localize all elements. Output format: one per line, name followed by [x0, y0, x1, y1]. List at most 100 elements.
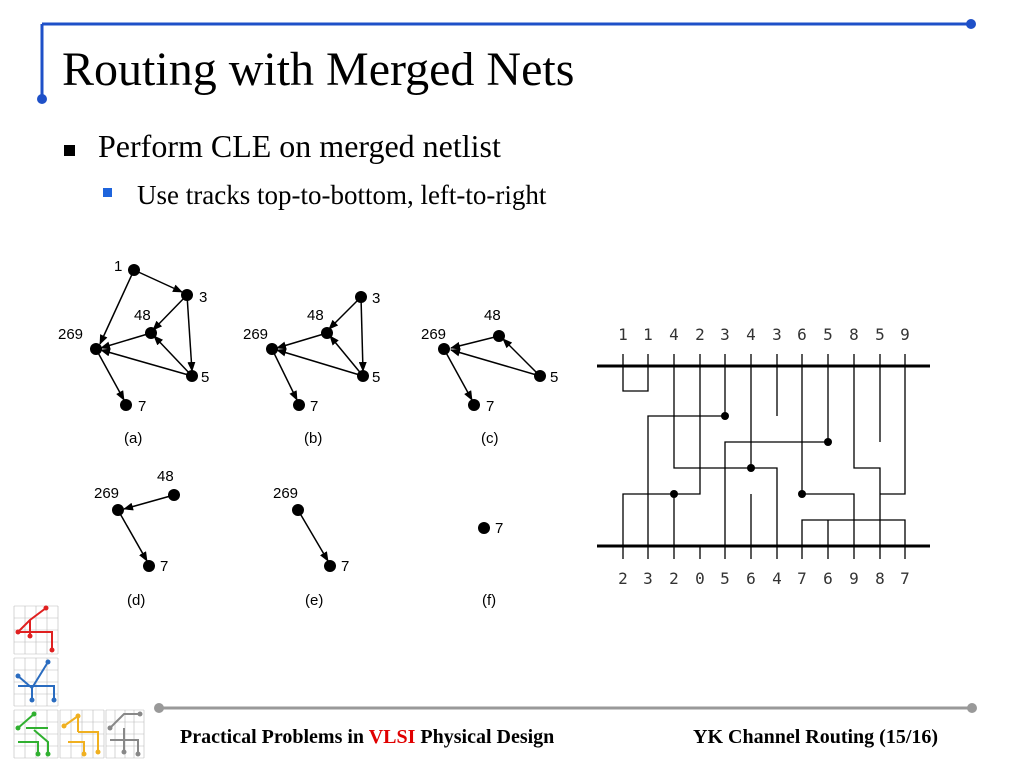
node-label: 7	[495, 520, 503, 537]
graph-caption: (c)	[481, 430, 499, 447]
graph-node	[266, 343, 278, 355]
graph-a: 1 3 48 269 5 7 (a)	[58, 258, 209, 447]
graph-node	[145, 327, 157, 339]
graph-b: 3 48 269 5 7 (b)	[243, 290, 380, 447]
constraint-graphs: 1 3 48 269 5 7 (a) 3 48 269 5 7 (b)	[58, 258, 558, 609]
node-label: 5	[372, 369, 380, 386]
routing-wires	[622, 366, 906, 546]
top-pin-label: 6	[797, 325, 807, 344]
bottom-pin-label: 7	[900, 569, 910, 588]
graph-node	[293, 399, 305, 411]
graph-node	[438, 343, 450, 355]
graph-caption: (a)	[124, 430, 142, 447]
bullet-text: Perform CLE on merged netlist	[98, 128, 501, 164]
node-label: 269	[94, 485, 119, 502]
node-label: 5	[201, 369, 209, 386]
graph-caption: (f)	[482, 592, 496, 609]
graph-d: 48 269 7 (d)	[94, 468, 180, 609]
node-label: 269	[58, 326, 83, 343]
bottom-pin-label: 2	[618, 569, 628, 588]
footer-prefix: Practical Problems in	[180, 726, 365, 748]
graph-node	[90, 343, 102, 355]
top-pin-label: 2	[695, 325, 705, 344]
header-side-dot	[37, 94, 47, 104]
header-rule-dot	[966, 19, 976, 29]
node-label: 269	[243, 326, 268, 343]
node-label: 269	[421, 326, 446, 343]
via-dot	[670, 490, 678, 498]
slide-title: Routing with Merged Nets	[62, 43, 575, 96]
footer-suffix: Physical Design	[420, 726, 555, 748]
footer-rule-dot	[154, 703, 164, 713]
node-label: 269	[273, 485, 298, 502]
bottom-pin-label: 8	[875, 569, 885, 588]
graph-node	[186, 370, 198, 382]
footer-slide-number: YK Channel Routing (15/16)	[693, 726, 939, 748]
node-label: 5	[550, 369, 558, 386]
top-pin-label: 4	[669, 325, 679, 344]
node-label: 7	[310, 398, 318, 415]
node-label: 48	[484, 307, 501, 324]
bottom-pin-label: 3	[643, 569, 653, 588]
via-dot	[721, 412, 729, 420]
footer-decoration	[154, 703, 977, 713]
graph-node	[292, 504, 304, 516]
graph-node	[357, 370, 369, 382]
node-label: 48	[307, 307, 324, 324]
graph-node	[321, 327, 333, 339]
header-decoration	[37, 19, 976, 104]
graph-caption: (d)	[127, 592, 145, 609]
footer-rule-dot	[967, 703, 977, 713]
node-label: 7	[486, 398, 494, 415]
graph-node	[534, 370, 546, 382]
via-dot	[824, 438, 832, 446]
graph-caption: (b)	[304, 430, 322, 447]
node-label: 7	[160, 558, 168, 575]
footer-vlsi-highlight: VLSI	[368, 726, 416, 748]
node-label: 48	[134, 307, 151, 324]
via-dot	[798, 490, 806, 498]
node-label: 3	[199, 289, 207, 306]
graph-node	[324, 560, 336, 572]
top-pin-label: 1	[643, 325, 653, 344]
top-pin-label: 4	[746, 325, 756, 344]
top-pin-label: 3	[720, 325, 730, 344]
footer-course-title: Practical Problems in VLSI Physical Desi…	[180, 726, 554, 749]
graph-node	[168, 489, 180, 501]
vlsi-logo	[13, 605, 145, 759]
node-label: 7	[138, 398, 146, 415]
bottom-pin-label: 2	[669, 569, 679, 588]
bottom-pin-label: 5	[720, 569, 730, 588]
bullet-square-icon	[64, 145, 75, 156]
graph-node	[128, 264, 140, 276]
bottom-pin-label: 9	[849, 569, 859, 588]
bottom-pin-label: 7	[797, 569, 807, 588]
bottom-pin-label: 6	[823, 569, 833, 588]
top-pin-label: 8	[849, 325, 859, 344]
graph-caption: (e)	[305, 592, 323, 609]
node-label: 3	[372, 290, 380, 307]
via-dot	[747, 464, 755, 472]
sub-bullet-text: Use tracks top-to-bottom, left-to-right	[137, 180, 547, 210]
graph-node	[120, 399, 132, 411]
graph-node	[478, 522, 490, 534]
via-dots	[670, 412, 832, 498]
node-label: 7	[341, 558, 349, 575]
bottom-pin-label: 0	[695, 569, 705, 588]
graph-node	[143, 560, 155, 572]
top-pin-label: 1	[618, 325, 628, 344]
graph-node	[468, 399, 480, 411]
graph-node	[355, 291, 367, 303]
bottom-pin-label: 4	[772, 569, 782, 588]
sub-bullet-square-icon	[103, 188, 112, 197]
top-pin-label: 5	[823, 325, 833, 344]
graph-node	[181, 289, 193, 301]
top-pin-label: 3	[772, 325, 782, 344]
bottom-pin-label: 6	[746, 569, 756, 588]
graph-node	[493, 330, 505, 342]
graph-e: 269 7 (e)	[273, 485, 349, 609]
node-label: 1	[114, 258, 122, 275]
graph-c: 48 269 5 7 (c)	[421, 307, 558, 447]
graph-f: 7 (f)	[478, 520, 503, 609]
